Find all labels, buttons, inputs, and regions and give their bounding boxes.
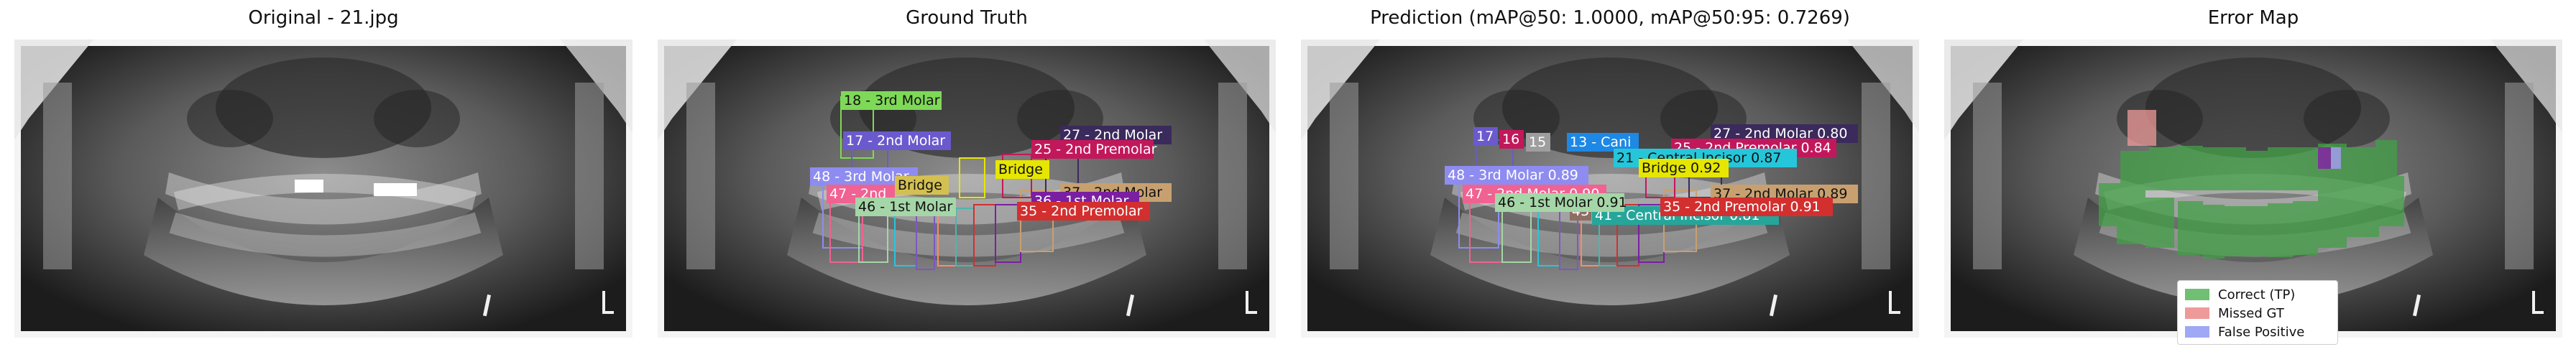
- panel-ground-truth: Ground Truth 18 - 3rd Molar 17 - 2nd Mol…: [658, 0, 1276, 357]
- gt-label: 17 - 2nd Molar: [846, 133, 945, 149]
- false-positive-box: [2318, 147, 2331, 169]
- pred-label: 27 - 2nd Molar 0.80: [1714, 126, 1847, 142]
- xray-image-ground-truth: 18 - 3rd Molar 17 - 2nd Molar 27 - 2nd M…: [658, 40, 1276, 338]
- pred-label: 48 - 3rd Molar 0.89: [1448, 167, 1578, 183]
- pred-label: 16: [1502, 131, 1519, 147]
- xray-image-original: [14, 40, 632, 338]
- legend-swatch: [2185, 289, 2209, 300]
- legend-label: Missed GT: [2218, 305, 2284, 321]
- panel-error-map: Error Map: [1944, 0, 2562, 357]
- pred-label: 35 - 2nd Premolar 0.91: [1663, 199, 1821, 215]
- gt-label: Bridge: [898, 177, 942, 193]
- xray-image-error-map: [1944, 40, 2562, 338]
- legend-label: False Positive: [2218, 324, 2305, 340]
- panel-title: Original - 21.jpg: [248, 7, 399, 29]
- xray-image-prediction: 27 - 2nd Molar 0.80 25 - 2nd Premolar 0.…: [1301, 40, 1919, 338]
- gt-label: 25 - 2nd Premolar: [1034, 142, 1157, 157]
- pred-label: Bridge 0.92: [1642, 160, 1721, 176]
- gt-label: 18 - 3rd Molar: [844, 93, 940, 108]
- correct-boxes: [2099, 140, 2404, 259]
- legend: Correct (TP) Missed GT False Positive: [2177, 280, 2338, 345]
- bright-restoration: [295, 180, 323, 193]
- pred-label: 46 - 1st Molar 0.91: [1498, 195, 1627, 210]
- legend-item-false-positive: False Positive: [2185, 323, 2330, 341]
- pred-label: 13 - Cani: [1570, 134, 1631, 150]
- gt-label: 48 - 3rd Molar: [813, 169, 909, 185]
- panel-title: Prediction (mAP@50: 1.0000, mAP@50:95: 0…: [1370, 7, 1850, 29]
- legend-label: Correct (TP): [2218, 287, 2296, 302]
- panel-original: Original - 21.jpg: [14, 0, 632, 357]
- gt-label: 35 - 2nd Premolar: [1020, 203, 1143, 219]
- pred-label: 17: [1476, 129, 1494, 144]
- pred-label: 15: [1529, 134, 1546, 150]
- legend-item-correct: Correct (TP): [2185, 285, 2330, 304]
- gt-label: 27 - 2nd Molar: [1063, 127, 1162, 143]
- gt-label: 46 - 1st Molar: [858, 199, 953, 215]
- legend-item-missed: Missed GT: [2185, 304, 2330, 323]
- legend-swatch: [2185, 307, 2209, 319]
- legend-swatch: [2185, 326, 2209, 338]
- missed-gt-box: [2128, 110, 2156, 146]
- panel-title: Error Map: [2207, 7, 2299, 29]
- bright-restoration: [374, 183, 417, 196]
- panel-title: Ground Truth: [906, 7, 1028, 29]
- false-positive-box: [2331, 147, 2341, 169]
- gt-label: Bridge: [998, 162, 1043, 177]
- panel-prediction: Prediction (mAP@50: 1.0000, mAP@50:95: 0…: [1301, 0, 1919, 357]
